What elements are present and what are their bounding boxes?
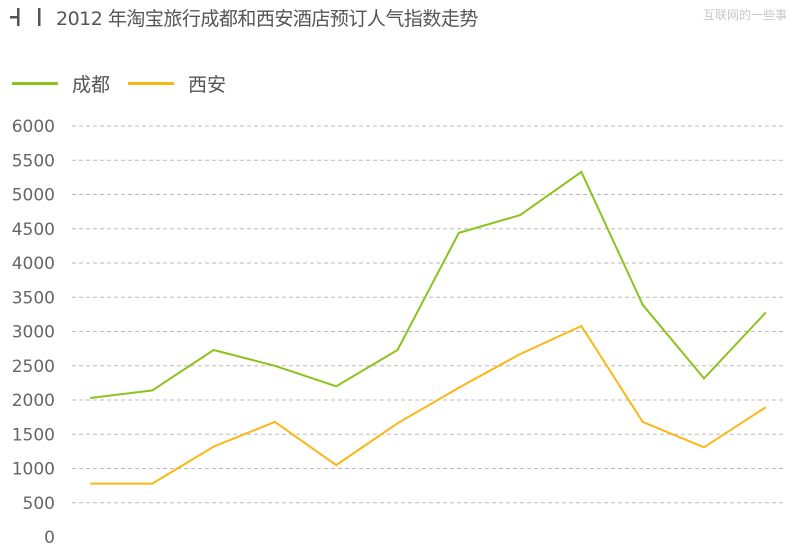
- legend-swatch: [128, 82, 175, 85]
- y-tick-label: 3000: [12, 323, 55, 343]
- y-tick-label: 0: [44, 528, 55, 548]
- data-point: [396, 422, 399, 425]
- data-point: [764, 312, 767, 315]
- data-point: [457, 231, 460, 234]
- data-point: [580, 170, 583, 173]
- legend: 成都 西安: [12, 70, 244, 97]
- y-tick-label: 5000: [12, 186, 55, 206]
- data-point: [764, 406, 767, 409]
- data-point: [90, 482, 92, 485]
- legend-label: 西安: [188, 74, 227, 96]
- data-point: [273, 420, 276, 423]
- y-tick-label: 6000: [12, 117, 55, 137]
- data-point: [703, 377, 705, 380]
- data-point: [457, 386, 460, 389]
- data-point: [580, 325, 583, 328]
- legend-item-xian: 西安: [128, 70, 226, 97]
- data-point: [151, 389, 154, 392]
- watermark: 互联网的一些事: [702, 8, 787, 22]
- y-tick-label: 2000: [12, 391, 55, 411]
- data-point: [273, 364, 276, 367]
- data-point: [151, 482, 154, 485]
- y-tick-label: 3500: [12, 288, 55, 308]
- logo-icon: [10, 8, 41, 26]
- y-tick-label: 5500: [12, 151, 55, 171]
- data-point: [90, 396, 92, 399]
- data-point: [212, 445, 215, 448]
- series-line-xian: [91, 324, 766, 485]
- series-line-chengdu: [90, 170, 767, 399]
- legend-swatch: [12, 82, 58, 85]
- y-tick-label: 4000: [12, 254, 55, 274]
- data-point: [519, 214, 522, 217]
- y-tick-label: 500: [23, 494, 55, 514]
- legend-item-chengdu: 成都: [12, 70, 110, 97]
- data-point: [703, 446, 705, 449]
- data-point: [641, 303, 644, 306]
- data-point: [212, 348, 215, 351]
- data-point: [335, 385, 338, 388]
- y-tick-label: 1500: [12, 425, 55, 445]
- y-tick-label: 4500: [12, 220, 55, 240]
- data-point: [335, 464, 338, 467]
- legend-label: 成都: [72, 74, 111, 96]
- y-tick-label: 2500: [12, 357, 55, 377]
- data-point: [641, 420, 644, 423]
- data-point: [396, 348, 399, 351]
- chart-title: 2012 年淘宝旅行成都和西安酒店预订人气指数走势: [56, 8, 478, 30]
- y-tick-label: 1000: [12, 460, 55, 480]
- data-point: [519, 353, 522, 356]
